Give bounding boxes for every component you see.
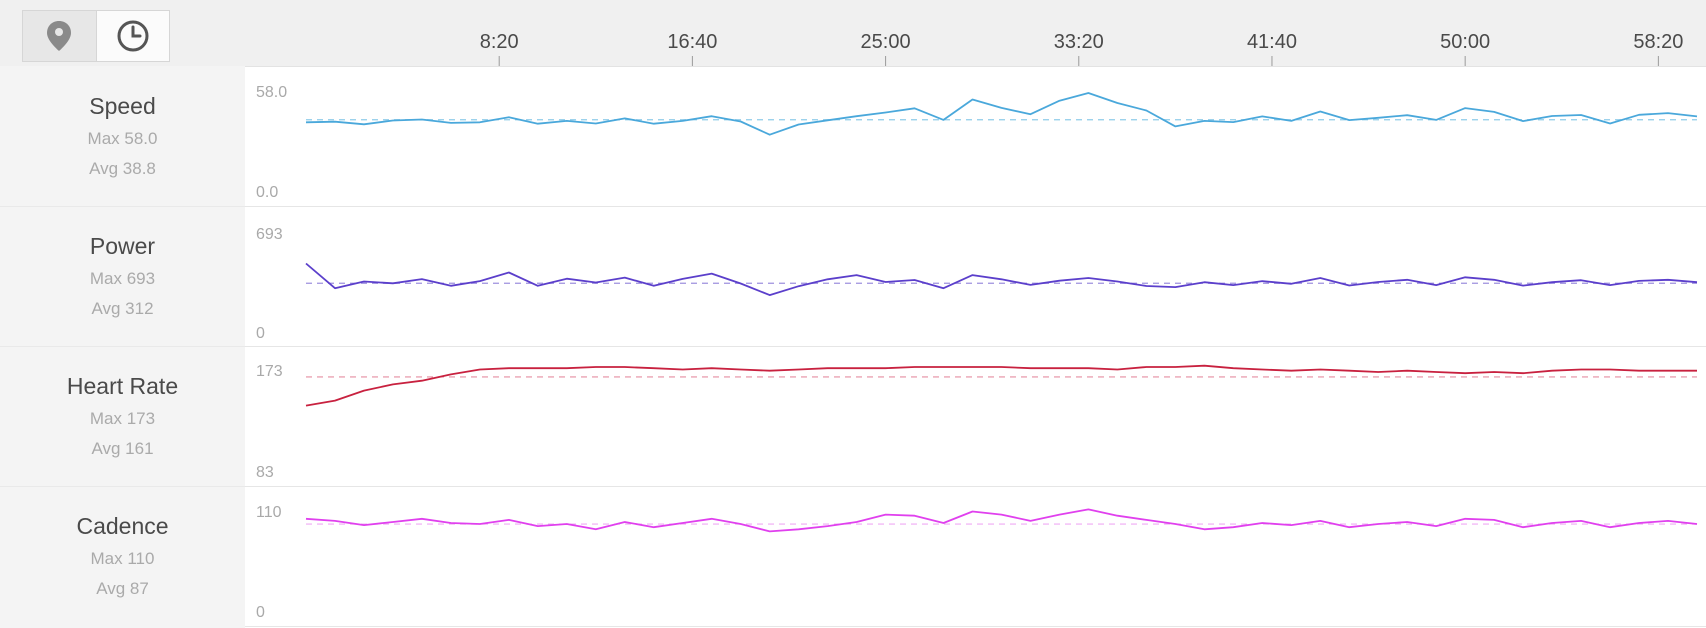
row-divider xyxy=(245,206,1706,207)
heart-rate-title: Heart Rate xyxy=(66,373,179,399)
location-pin-icon xyxy=(47,21,72,51)
speed-label-block: Speed Max 58.0 Avg 38.8 xyxy=(0,91,245,184)
power-ymax-label: 693 xyxy=(256,226,283,243)
speed-max: Max 58.0 xyxy=(87,129,158,148)
row-divider xyxy=(0,346,245,347)
speed-series-line xyxy=(305,92,1698,136)
power-ymin-label: 0 xyxy=(256,325,265,342)
speed-ymax-label: 58.0 xyxy=(256,84,287,101)
heart-rate-avg: Avg 161 xyxy=(91,439,154,458)
cadence-ymax-label: 110 xyxy=(256,504,282,521)
power-max: Max 693 xyxy=(89,269,156,288)
cadence-ymin-label: 0 xyxy=(256,604,265,621)
power-label-block: Power Max 693 Avg 312 xyxy=(0,231,245,324)
power-title: Power xyxy=(89,233,156,259)
x-tick-label: 8:20 xyxy=(480,31,519,53)
x-tick-label: 58:20 xyxy=(1633,31,1683,53)
heart-rate-max: Max 173 xyxy=(89,409,156,428)
cadence-max: Max 110 xyxy=(90,549,155,568)
clock-icon xyxy=(117,20,149,52)
speed-title: Speed xyxy=(89,93,156,119)
row-divider xyxy=(0,486,245,487)
x-tick-label: 33:20 xyxy=(1054,31,1104,53)
heart-rate-ymax-label: 173 xyxy=(256,363,283,380)
x-tick-label: 50:00 xyxy=(1440,31,1490,53)
metric-labels-panel xyxy=(0,66,245,628)
x-tick-label: 16:40 xyxy=(667,31,717,53)
time-view-button[interactable] xyxy=(95,11,169,61)
x-tick-label: 25:00 xyxy=(861,31,911,53)
row-divider xyxy=(245,346,1706,347)
toolbar xyxy=(0,0,1706,67)
view-mode-toggle xyxy=(22,10,170,62)
heart-rate-ymin-label: 83 xyxy=(256,464,274,481)
cadence-label-block: Cadence Max 110 Avg 87 xyxy=(0,511,245,604)
row-divider xyxy=(245,626,1706,627)
row-divider xyxy=(0,206,245,207)
row-divider xyxy=(245,486,1706,487)
cadence-avg: Avg 87 xyxy=(96,579,149,598)
speed-avg: Avg 38.8 xyxy=(89,159,156,178)
cadence-title: Cadence xyxy=(76,513,169,539)
heart-rate-label-block: Heart Rate Max 173 Avg 161 xyxy=(0,371,245,464)
speed-ymin-label: 0.0 xyxy=(256,184,278,201)
x-tick-label: 41:40 xyxy=(1247,31,1297,53)
map-view-button[interactable] xyxy=(23,11,96,61)
cadence-series-line xyxy=(305,508,1698,533)
power-series-line xyxy=(305,262,1698,297)
heart-rate-series-line xyxy=(305,364,1697,407)
power-avg: Avg 312 xyxy=(91,299,154,318)
